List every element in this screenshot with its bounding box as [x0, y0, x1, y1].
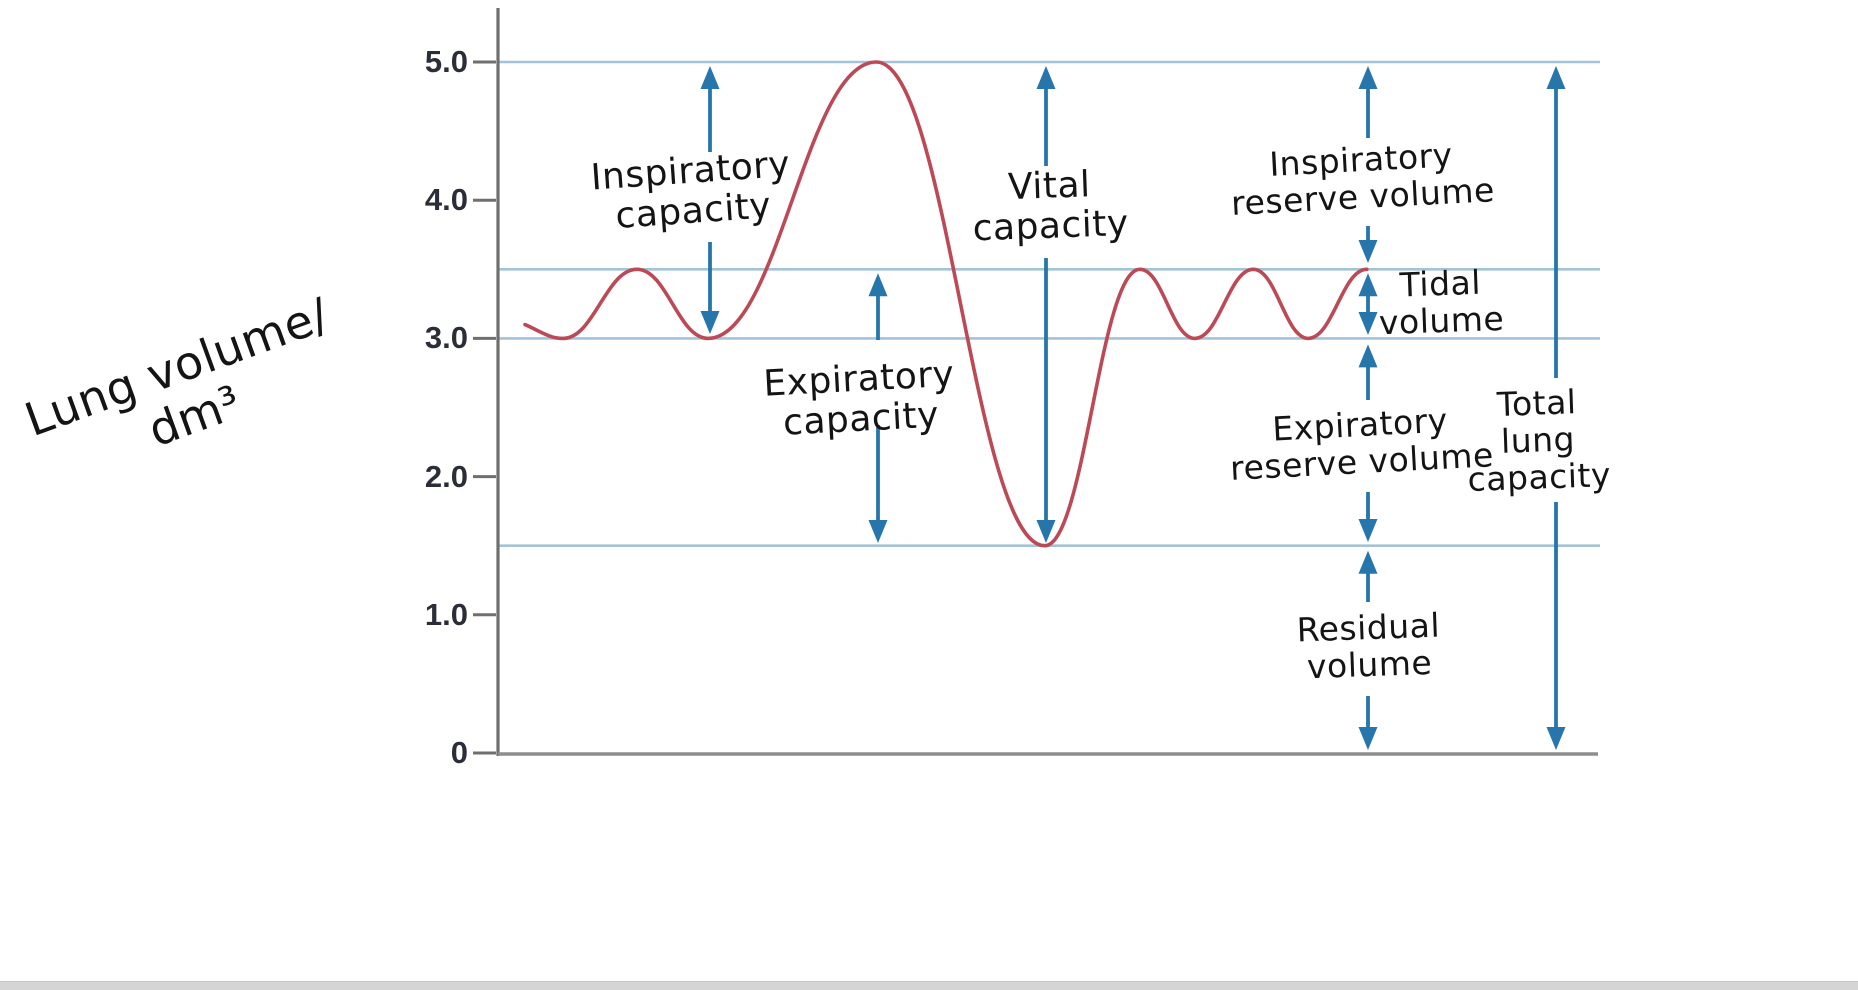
expiratory_reserve_volume-arrowhead — [1358, 344, 1378, 368]
label-residual-volume: Residual volume — [1296, 606, 1442, 687]
arrow-residual-volume — [1358, 550, 1378, 750]
label-vital-capacity: Vital capacity — [971, 164, 1130, 250]
tidal_volume-arrowhead — [1358, 312, 1378, 335]
expiratory_reserve_volume-arrowhead — [1358, 519, 1378, 542]
volume-arrows — [700, 66, 1566, 750]
y-tick-label-0: 0 — [450, 735, 468, 770]
y-tick-label-5.0: 5.0 — [424, 44, 468, 79]
label-line: Total — [1496, 382, 1578, 424]
expiratory_capacity-arrowhead — [868, 520, 888, 543]
arrow-inspiratory-capacity — [700, 66, 720, 334]
label-line: volume — [1306, 642, 1433, 687]
vital_capacity-arrowhead — [1036, 66, 1056, 89]
label-expiratory-reserve-volume: Expiratory reserve volume — [1227, 400, 1494, 488]
label-expiratory-capacity: Expiratory capacity — [762, 354, 958, 446]
y-tick-label-3.0: 3.0 — [424, 320, 468, 356]
expiratory_capacity-arrowhead — [868, 273, 888, 297]
label-line: volume — [1378, 298, 1505, 343]
y-tick-label-1.0: 1.0 — [424, 596, 468, 632]
inspiratory_capacity-arrowhead — [700, 311, 720, 334]
y-tick-label-4.0: 4.0 — [424, 182, 468, 218]
window-bottom-bar — [0, 981, 1858, 990]
inspiratory_reserve_volume-arrowhead — [1358, 66, 1378, 89]
residual_volume-arrowhead — [1358, 550, 1378, 574]
axes — [496, 8, 1598, 756]
arrow-total-lung-capacity — [1546, 66, 1566, 750]
vital_capacity-arrowhead — [1036, 520, 1056, 543]
residual_volume-arrowhead — [1358, 727, 1378, 750]
arrow-vital-capacity — [1036, 66, 1056, 543]
arrow-expiratory-capacity — [868, 273, 888, 543]
label-line: capacity — [972, 203, 1130, 250]
label-total-lung-capacity: Total lung capacity — [1464, 382, 1612, 499]
total_lung_capacity-arrowhead — [1546, 727, 1566, 750]
y-tick-label-2.0: 2.0 — [424, 458, 468, 494]
arrow-inspiratory-reserve-volume — [1358, 66, 1378, 263]
label-line: Vital — [1007, 164, 1092, 209]
arrow-tidal-volume — [1358, 273, 1378, 335]
arrow-expiratory-reserve-volume — [1358, 344, 1378, 542]
label-tidal-volume: Tidal volume — [1377, 263, 1505, 343]
y-axis-ticks — [473, 60, 496, 755]
spirometry-trace — [523, 60, 1369, 548]
total_lung_capacity-arrowhead — [1546, 66, 1566, 89]
inspiratory_reserve_volume-arrowhead — [1358, 240, 1378, 263]
trace — [523, 60, 1369, 548]
label-line: capacity — [1466, 454, 1612, 499]
tidal_volume-arrowhead — [1358, 273, 1378, 297]
inspiratory_capacity-arrowhead — [700, 66, 720, 89]
label-inspiratory-reserve-volume: Inspiratory reserve volume — [1228, 135, 1495, 223]
label-inspiratory-capacity: Inspiratory capacity — [590, 144, 795, 239]
